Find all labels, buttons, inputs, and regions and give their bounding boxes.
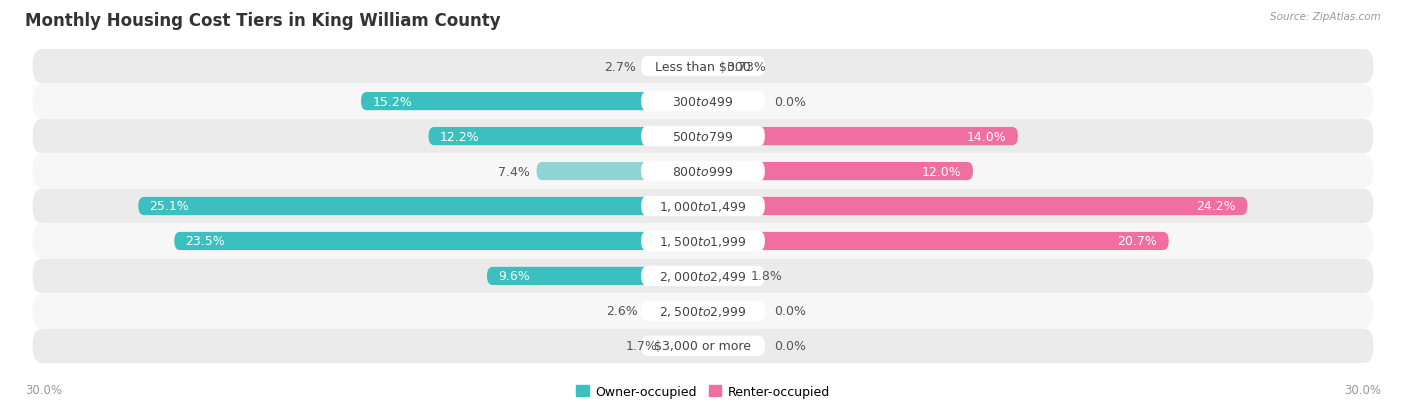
Text: $1,500 to $1,999: $1,500 to $1,999 — [659, 235, 747, 248]
FancyBboxPatch shape — [32, 259, 1374, 294]
Text: 0.73%: 0.73% — [725, 61, 766, 74]
FancyBboxPatch shape — [641, 57, 765, 77]
Text: Monthly Housing Cost Tiers in King William County: Monthly Housing Cost Tiers in King Willi… — [25, 12, 501, 30]
FancyBboxPatch shape — [32, 294, 1374, 328]
FancyBboxPatch shape — [138, 197, 703, 216]
FancyBboxPatch shape — [641, 197, 765, 216]
FancyBboxPatch shape — [643, 58, 703, 76]
Text: $2,000 to $2,499: $2,000 to $2,499 — [659, 269, 747, 283]
FancyBboxPatch shape — [641, 266, 765, 286]
FancyBboxPatch shape — [32, 154, 1374, 189]
FancyBboxPatch shape — [644, 302, 703, 320]
FancyBboxPatch shape — [641, 231, 765, 252]
Text: $2,500 to $2,999: $2,500 to $2,999 — [659, 304, 747, 318]
FancyBboxPatch shape — [703, 197, 1247, 216]
FancyBboxPatch shape — [32, 224, 1374, 259]
FancyBboxPatch shape — [641, 161, 765, 182]
Text: 7.4%: 7.4% — [498, 165, 530, 178]
Text: 2.7%: 2.7% — [603, 61, 636, 74]
Text: $800 to $999: $800 to $999 — [672, 165, 734, 178]
FancyBboxPatch shape — [665, 337, 703, 355]
FancyBboxPatch shape — [429, 128, 703, 146]
FancyBboxPatch shape — [174, 232, 703, 250]
FancyBboxPatch shape — [32, 189, 1374, 224]
Text: Less than $300: Less than $300 — [655, 61, 751, 74]
FancyBboxPatch shape — [703, 128, 1018, 146]
Text: 23.5%: 23.5% — [186, 235, 225, 248]
FancyBboxPatch shape — [32, 50, 1374, 84]
FancyBboxPatch shape — [537, 163, 703, 181]
FancyBboxPatch shape — [641, 301, 765, 321]
Text: 1.8%: 1.8% — [751, 270, 782, 283]
FancyBboxPatch shape — [32, 119, 1374, 154]
FancyBboxPatch shape — [486, 267, 703, 285]
Legend: Owner-occupied, Renter-occupied: Owner-occupied, Renter-occupied — [576, 385, 830, 398]
Text: $500 to $799: $500 to $799 — [672, 130, 734, 143]
FancyBboxPatch shape — [641, 336, 765, 356]
Text: 14.0%: 14.0% — [967, 130, 1007, 143]
Text: 15.2%: 15.2% — [373, 95, 412, 108]
FancyBboxPatch shape — [32, 329, 1374, 363]
Text: $1,000 to $1,499: $1,000 to $1,499 — [659, 199, 747, 214]
Text: 0.0%: 0.0% — [773, 305, 806, 318]
FancyBboxPatch shape — [703, 163, 973, 181]
Text: 25.1%: 25.1% — [149, 200, 190, 213]
FancyBboxPatch shape — [703, 267, 744, 285]
Text: Source: ZipAtlas.com: Source: ZipAtlas.com — [1270, 12, 1381, 22]
Text: 2.6%: 2.6% — [606, 305, 638, 318]
Text: 30.0%: 30.0% — [1344, 384, 1381, 396]
Text: 20.7%: 20.7% — [1118, 235, 1157, 248]
FancyBboxPatch shape — [641, 127, 765, 147]
Text: 24.2%: 24.2% — [1197, 200, 1236, 213]
FancyBboxPatch shape — [703, 232, 1168, 250]
FancyBboxPatch shape — [703, 58, 720, 76]
Text: 0.0%: 0.0% — [773, 95, 806, 108]
FancyBboxPatch shape — [361, 93, 703, 111]
FancyBboxPatch shape — [641, 92, 765, 112]
Text: $300 to $499: $300 to $499 — [672, 95, 734, 108]
FancyBboxPatch shape — [32, 85, 1374, 119]
Text: 30.0%: 30.0% — [25, 384, 62, 396]
Text: 9.6%: 9.6% — [498, 270, 530, 283]
Text: 12.2%: 12.2% — [440, 130, 479, 143]
Text: 0.0%: 0.0% — [773, 339, 806, 352]
Text: 12.0%: 12.0% — [922, 165, 962, 178]
Text: 1.7%: 1.7% — [626, 339, 658, 352]
Text: $3,000 or more: $3,000 or more — [655, 339, 751, 352]
